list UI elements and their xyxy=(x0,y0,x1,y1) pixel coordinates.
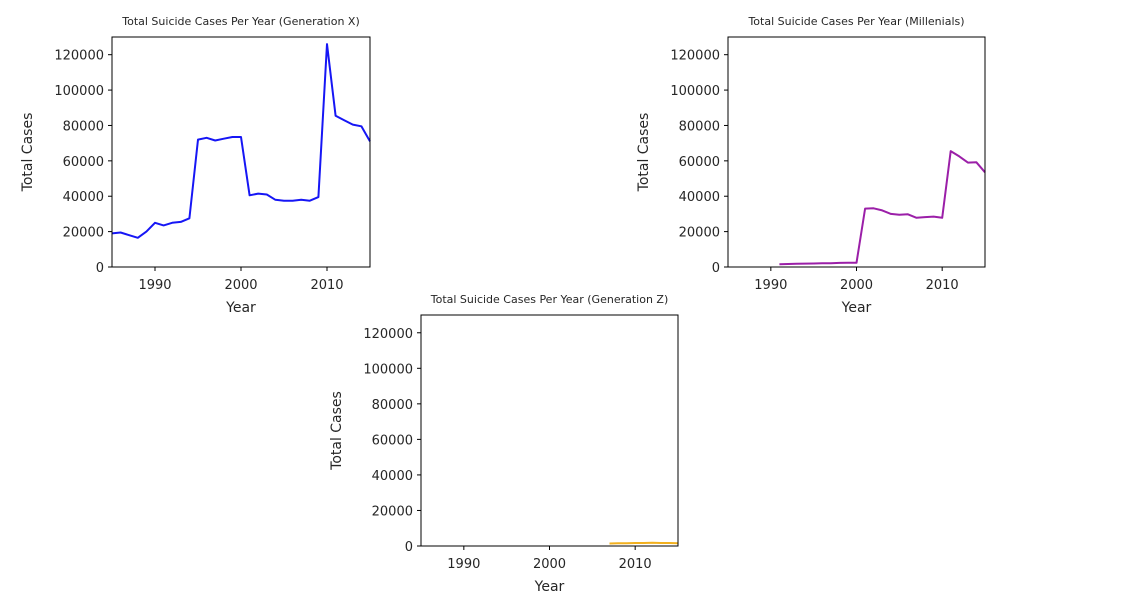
series-lines xyxy=(779,150,986,266)
series-line xyxy=(609,541,679,545)
plot-frame xyxy=(420,314,679,547)
y-tick-label: 60000 xyxy=(679,155,720,170)
y-tick-label: 0 xyxy=(712,261,720,276)
chart-panel-millenials: Total Suicide Cases Per Year (Millenials… xyxy=(636,15,986,316)
chart-panel-generation-x: Total Suicide Cases Per Year (Generation… xyxy=(20,15,371,316)
series-line xyxy=(779,150,986,266)
series-lines xyxy=(111,43,371,239)
series-line xyxy=(111,43,371,239)
y-tick-label: 120000 xyxy=(363,327,413,342)
y-tick-label: 0 xyxy=(405,540,413,555)
y-tick-label: 40000 xyxy=(372,469,413,484)
series-lines xyxy=(609,541,679,545)
x-tick-label: 1990 xyxy=(754,278,787,293)
y-tick-label: 100000 xyxy=(363,362,413,377)
plot-frame xyxy=(111,36,371,268)
x-tick-label: 2000 xyxy=(533,557,566,572)
y-tick-label: 20000 xyxy=(679,226,720,241)
y-tick-label: 20000 xyxy=(63,226,104,241)
y-tick-label: 20000 xyxy=(372,504,413,519)
y-axis-title: Total Cases xyxy=(20,113,36,193)
y-tick-label: 100000 xyxy=(670,84,720,99)
y-tick-label: 40000 xyxy=(679,190,720,205)
x-tick-label: 2010 xyxy=(926,278,959,293)
y-tick-label: 80000 xyxy=(679,119,720,134)
x-axis-title: Year xyxy=(841,300,872,316)
axis-ticks: 1990 2000 2010 0 20000 40000 60000 80000 100000 1… xyxy=(363,327,651,572)
chart-panel-generation-z: Total Suicide Cases Per Year (Generation… xyxy=(329,293,679,595)
chart-title: Total Suicide Cases Per Year (Millenials… xyxy=(747,15,964,28)
y-tick-label: 60000 xyxy=(63,155,104,170)
plot-frame xyxy=(727,36,986,268)
x-tick-label: 1990 xyxy=(138,278,171,293)
x-axis-title: Year xyxy=(225,300,256,316)
x-tick-label: 2000 xyxy=(224,278,257,293)
axis-ticks: 1990 2000 2010 0 20000 40000 60000 80000 100000 1… xyxy=(670,49,958,293)
chart-title: Total Suicide Cases Per Year (Generation… xyxy=(121,15,360,28)
y-tick-label: 80000 xyxy=(372,398,413,413)
y-axis-title: Total Cases xyxy=(329,391,345,471)
y-tick-label: 120000 xyxy=(670,49,720,64)
y-tick-label: 40000 xyxy=(63,190,104,205)
y-tick-label: 100000 xyxy=(54,84,104,99)
y-tick-label: 60000 xyxy=(372,433,413,448)
y-tick-label: 80000 xyxy=(63,119,104,134)
x-tick-label: 2010 xyxy=(310,278,343,293)
axis-ticks: 1990 2000 2010 0 20000 40000 60000 80000 100000 1… xyxy=(54,49,343,293)
y-axis-title: Total Cases xyxy=(636,113,652,193)
x-tick-label: 1990 xyxy=(447,557,480,572)
y-tick-label: 0 xyxy=(96,261,104,276)
y-tick-label: 120000 xyxy=(54,49,104,64)
x-axis-title: Year xyxy=(534,579,565,595)
x-tick-label: 2010 xyxy=(619,557,652,572)
chart-title: Total Suicide Cases Per Year (Generation… xyxy=(430,293,669,306)
x-tick-label: 2000 xyxy=(840,278,873,293)
